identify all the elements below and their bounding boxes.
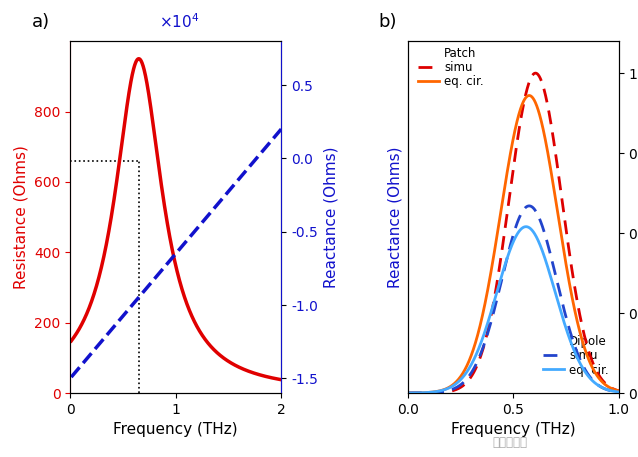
Legend: Dipole, simu, eq. cir.: Dipole, simu, eq. cir. bbox=[538, 330, 614, 381]
X-axis label: Frequency (THz): Frequency (THz) bbox=[114, 422, 238, 437]
X-axis label: Frequency (THz): Frequency (THz) bbox=[451, 422, 575, 437]
Y-axis label: Resistance (Ohms): Resistance (Ohms) bbox=[13, 145, 29, 289]
Text: 石墨烯研究: 石墨烯研究 bbox=[493, 436, 528, 449]
Text: a): a) bbox=[32, 13, 50, 31]
Y-axis label: Reactance (Ohms): Reactance (Ohms) bbox=[323, 146, 338, 288]
Y-axis label: Reactance (Ohms): Reactance (Ohms) bbox=[387, 146, 403, 288]
Text: b): b) bbox=[378, 13, 397, 31]
Text: $\times\mathregular{10^4}$: $\times\mathregular{10^4}$ bbox=[159, 12, 199, 31]
